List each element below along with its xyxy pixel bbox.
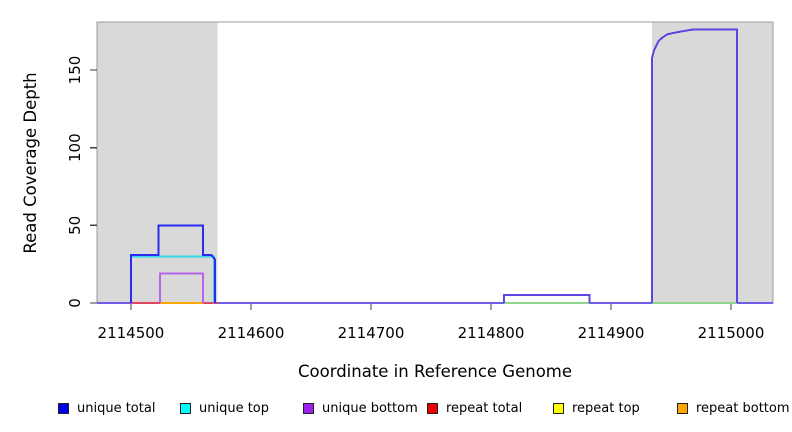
unique-bottom-swatch bbox=[303, 402, 314, 414]
x-tick-label: 2114500 bbox=[98, 324, 165, 342]
x-tick-label: 2114600 bbox=[218, 324, 285, 342]
legend-item-repeat-bottom: repeat bottom bbox=[677, 398, 790, 418]
legend-item-repeat-total: repeat total bbox=[427, 398, 522, 418]
legend-item-repeat-top: repeat top bbox=[553, 398, 640, 418]
legend-label: unique bottom bbox=[322, 400, 418, 416]
legend-item-unique-total: unique total bbox=[58, 398, 155, 418]
y-tick-label: 150 bbox=[66, 56, 84, 85]
unique-right-peak bbox=[650, 28, 738, 303]
legend-label: repeat total bbox=[446, 400, 523, 416]
legend-label: unique total bbox=[77, 400, 156, 416]
legend-item-unique-bottom: unique bottom bbox=[303, 398, 418, 418]
repeat-region-left bbox=[97, 22, 218, 303]
legend-label: unique top bbox=[199, 400, 270, 416]
x-axis-title: Coordinate in Reference Genome bbox=[298, 362, 572, 381]
y-tick-label: 0 bbox=[66, 298, 84, 308]
coverage-plot: 2114500 2114600 2114700 2114800 2114900 21150… bbox=[21, 21, 774, 381]
x-tick-label: 2114900 bbox=[578, 324, 645, 342]
legend-label: repeat top bbox=[572, 400, 640, 416]
unique-mid-bump bbox=[503, 294, 591, 303]
legend-label: repeat bottom bbox=[696, 400, 790, 416]
legend-item-unique-top: unique top bbox=[180, 398, 269, 418]
unique-top-swatch bbox=[180, 402, 191, 414]
y-tick-label: 100 bbox=[66, 133, 84, 162]
unique-total-left-peak bbox=[129, 224, 216, 303]
x-tick-label: 2115000 bbox=[698, 324, 765, 342]
x-tick-label: 2114700 bbox=[338, 324, 405, 342]
legend: unique total unique top unique bottom repea… bbox=[0, 398, 792, 424]
repeat-region-right bbox=[651, 22, 773, 303]
repeat-top-swatch bbox=[553, 402, 564, 414]
unique-total-swatch bbox=[58, 402, 69, 414]
unique-bottom-left-peak bbox=[158, 272, 204, 303]
repeat-bottom-swatch bbox=[677, 402, 688, 414]
y-tick-label: 50 bbox=[66, 216, 84, 235]
repeat-total-swatch bbox=[427, 402, 438, 414]
y-axis-title: Read Coverage Depth bbox=[21, 72, 40, 253]
x-tick-label: 2114800 bbox=[458, 324, 525, 342]
